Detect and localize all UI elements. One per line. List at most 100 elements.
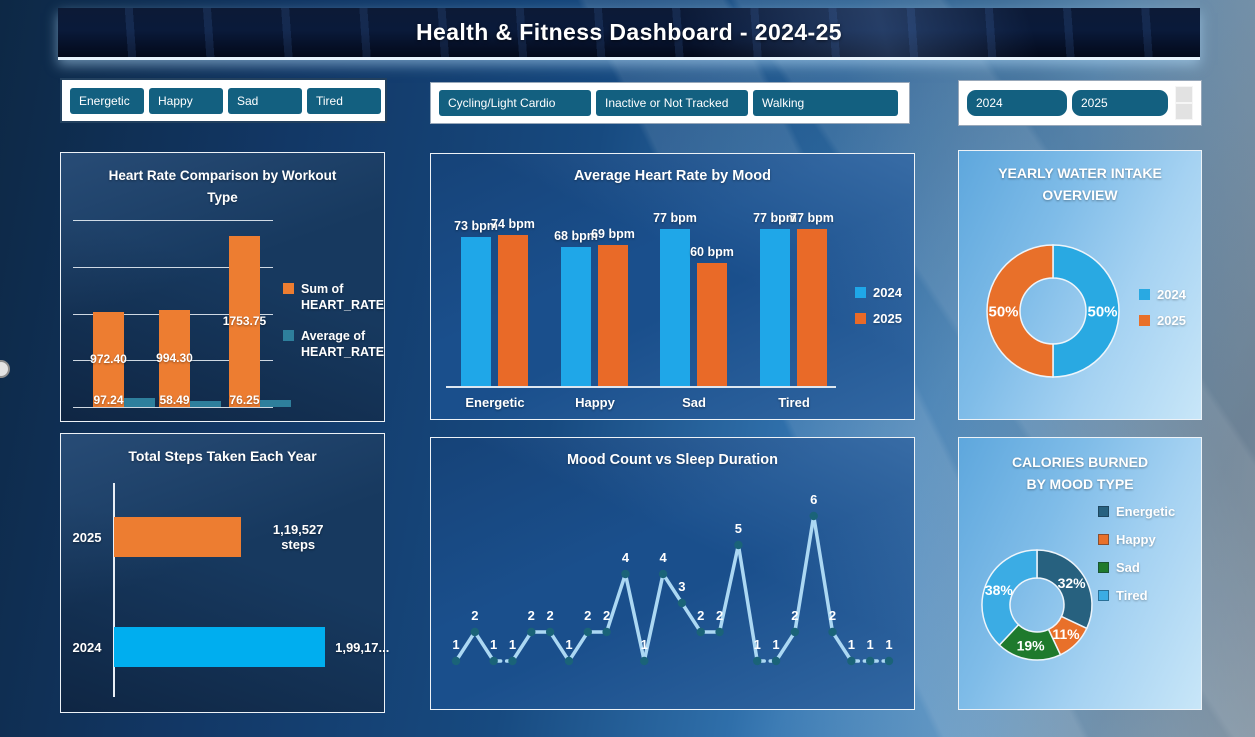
line-point-21[interactable] [847,656,856,666]
line-point-label-18: 2 [791,608,798,623]
line-point-14[interactable] [715,627,724,637]
line-point-20[interactable] [828,627,837,637]
line-point-16[interactable] [753,656,762,666]
slicer-button-inactive-or-not-tracked[interactable]: Inactive or Not Tracked [596,90,748,116]
hr-bar-sad-2025[interactable] [697,263,727,386]
slicer-button-energetic[interactable]: Energetic [70,87,144,114]
line-point-label-2: 1 [490,637,497,652]
avg-heart-rate-bar-1[interactable] [190,401,221,407]
mood-axis-label-tired: Tired [778,395,810,410]
scroll-indicator-dot[interactable] [0,360,10,378]
line-point-8[interactable] [602,627,611,637]
donut-slice-label-happy: 11% [1052,626,1080,642]
card-total-steps: Total Steps Taken Each Year 1,19,527 ste… [60,433,389,713]
line-point-15[interactable] [734,540,743,550]
donut-slice-2025[interactable] [986,244,1054,378]
sum-heart-rate-bar-0[interactable] [93,312,124,407]
hr-bar-label-happy-2025: 69 bpm [591,226,635,241]
line-point-19[interactable] [809,511,818,521]
sum-heart-rate-bar-2[interactable] [229,236,260,407]
donut-slice-label-2025: 50% [988,303,1018,320]
line-point-11[interactable] [658,569,668,579]
donut-slice-energetic[interactable] [1036,549,1093,630]
hr-bar-tired-2025[interactable] [797,228,827,386]
legend-item-happy[interactable]: Happy [1098,532,1202,549]
line-segment-12 [680,601,703,634]
legend-item-sum-of-heart-rate[interactable]: Sum of HEART_RATE [283,281,384,314]
avg-heart-rate-bar-0[interactable] [124,397,155,407]
sum-heart-rate-label-0: 972.40 [90,351,127,366]
line-point-13[interactable] [696,627,705,637]
line-point-label-7: 2 [584,608,591,623]
legend-item-tired[interactable]: Tired [1098,588,1202,605]
line-point-label-9: 4 [622,550,630,565]
slicer-button-walking[interactable]: Walking [753,90,898,116]
workout-chart-plot: 972.40 97.24 994.30 58.49 1753.75 76.25 [73,212,291,408]
line-point-23[interactable] [884,656,894,666]
line-point-9[interactable] [621,569,630,579]
line-point-18[interactable] [790,627,800,637]
line-point-label-13: 2 [697,608,704,623]
legend-item-2025[interactable]: 2025 [1139,313,1201,330]
line-point-2[interactable] [489,656,498,666]
line-point-1[interactable] [470,627,480,637]
legend-swatch-2024 [855,287,866,298]
hr-bar-tired-2024[interactable] [760,228,790,386]
steps-bar-2024[interactable] [114,627,326,667]
line-point-4[interactable] [527,627,536,637]
legend-label: Tired [1116,587,1148,603]
legend-item-energetic[interactable]: Energetic [1098,504,1202,521]
scrollbar-thumb[interactable] [1176,87,1192,102]
slicer-button-sad[interactable]: Sad [228,87,302,114]
legend-item-2024[interactable]: 2024 [1139,287,1201,304]
legend-item-average-of-heart-rate[interactable]: Average of HEART_RATE [283,328,384,361]
legend-item-2024[interactable]: 2024 [855,285,915,302]
line-point-22[interactable] [865,656,875,666]
line-point-0[interactable] [451,656,461,666]
water-intake-donut: 50% 50% [986,244,1120,378]
legend-swatch-tired [1098,589,1109,601]
dashboard-title-bar: Health & Fitness Dashboard - 2024-25 [58,8,1200,60]
line-point-7[interactable] [583,627,592,637]
line-point-17[interactable] [771,656,781,666]
avg-heart-rate-label-0: 97.24 [93,393,124,407]
line-point-6[interactable] [564,656,574,666]
donut-slice-tired[interactable] [981,549,1038,647]
sum-heart-rate-label-1: 994.30 [156,350,193,365]
year-slicer-scrollbar[interactable] [1175,86,1193,120]
line-point-label-19: 6 [810,492,817,507]
legend-swatch-sad [1098,561,1109,573]
line-point-10[interactable] [640,656,649,666]
hr-bar-happy-2025[interactable] [598,244,628,386]
slicer-button-2024[interactable]: 2024 [967,90,1067,116]
slicer-button-happy[interactable]: Happy [149,87,223,114]
hr-bar-sad-2024[interactable] [660,228,690,386]
mood-slicer-buttons: Energetic Happy Sad Tired [70,87,381,114]
line-point-label-17: 1 [772,637,779,652]
slicer-button-2025[interactable]: 2025 [1072,90,1168,116]
sum-heart-rate-bar-1[interactable] [159,310,190,407]
steps-value-label-2025: 1,19,527 steps [272,522,324,552]
scrollbar-track-block[interactable] [1176,104,1192,119]
line-point-3[interactable] [508,656,517,666]
year-slicer-buttons: 2024 2025 [967,90,1168,116]
legend-label: 2025 [1157,312,1186,328]
legend-item-2025[interactable]: 2025 [855,311,915,328]
slicer-button-tired[interactable]: Tired [307,87,381,114]
line-point-label-10: 1 [641,637,648,652]
line-point-12[interactable] [677,598,687,608]
avg-heart-rate-bar-2[interactable] [260,399,291,407]
legend-label: 2025 [873,310,902,326]
steps-bar-2025[interactable] [114,517,241,557]
hr-bar-energetic-2024[interactable] [461,236,491,386]
legend-item-sad[interactable]: Sad [1098,560,1202,577]
line-segment-20 [830,630,854,663]
line-point-5[interactable] [545,627,555,637]
hr-bar-energetic-2025[interactable] [498,234,528,386]
hr-bar-happy-2024[interactable] [561,246,591,386]
line-point-label-0: 1 [452,637,459,652]
slicer-button-cycling-light-cardio[interactable]: Cycling/Light Cardio [439,90,591,116]
gridline-0 [73,220,273,221]
sum-heart-rate-label-2: 1753.75 [222,313,267,328]
donut-slice-2024[interactable] [1052,244,1120,378]
